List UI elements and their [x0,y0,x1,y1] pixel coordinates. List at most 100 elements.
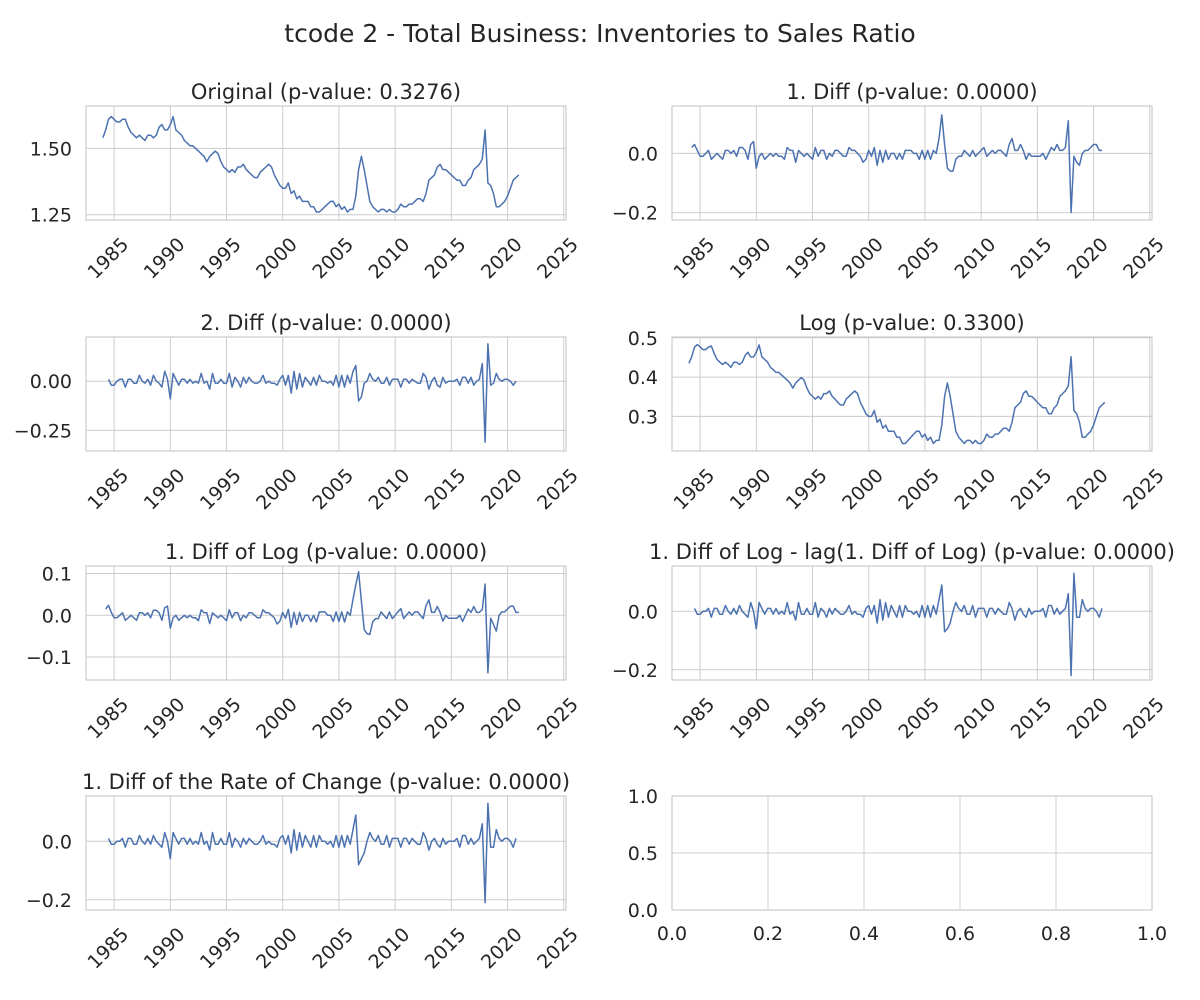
x-tick-label: 1985 [669,234,719,284]
x-tick-label: 1995 [196,234,246,284]
y-tick-label: 0.0 [42,605,72,627]
x-tick-label: 1995 [196,694,246,744]
x-tick-label: 2020 [1063,694,1113,744]
x-tick-label: 1990 [140,234,190,284]
y-tick-label: 0.3 [628,406,658,428]
x-tick-label: 2025 [533,234,583,284]
x-tick-label: 2010 [951,694,1001,744]
subplot-title: 1. Diff of Log - lag(1. Diff of Log) (p-… [649,540,1175,564]
x-tick-label: 2020 [477,234,527,284]
y-tick-label: 0.5 [628,843,658,865]
subplot-4: Log (p-value: 0.3300) 1985 1990 1995 2000 200… [628,311,1169,514]
axes-frame [671,795,1153,911]
subplot-title: 1. Diff (p-value: 0.0000) [786,80,1037,104]
x-tick-label: 1990 [140,694,190,744]
x-tick-label: 2015 [421,234,471,284]
x-tick-label: 0.0 [657,923,687,945]
x-tick-label: 1995 [782,234,832,284]
x-tick-label: 2015 [1007,465,1057,515]
x-tick-label: 2020 [1063,465,1113,515]
y-tick-label: 0.0 [628,601,658,623]
x-tick-label: 2020 [477,694,527,744]
x-tick-label: 2015 [421,924,471,974]
axes-frame [85,565,567,681]
series-line [693,572,1103,677]
x-tick-label: 1990 [726,465,776,515]
x-tick-label: 2005 [308,234,358,284]
y-tick-label: 0.0 [628,143,658,165]
y-tick-label: 0.00 [30,371,72,393]
x-tick-label: 2000 [838,234,888,284]
x-tick-label: 1990 [140,924,190,974]
x-tick-label: 0.4 [849,923,879,945]
y-tick-label: 0.0 [628,900,658,922]
figure-title: tcode 2 - Total Business: Inventories to… [284,19,915,48]
x-tick-label: 2025 [1119,465,1169,515]
y-tick-label: −0.2 [612,203,658,225]
x-tick-label: 2020 [1063,234,1113,284]
x-tick-label: 2020 [477,924,527,974]
x-tick-label: 2025 [1119,694,1169,744]
axes-frame [85,336,567,452]
x-tick-label: 2005 [308,694,358,744]
x-tick-label: 1990 [726,234,776,284]
y-tick-label: 0.0 [42,831,72,853]
x-tick-label: 2025 [533,924,583,974]
x-tick-label: 0.6 [945,923,975,945]
series-line [107,343,517,443]
y-tick-label: 1.25 [30,205,72,227]
subplot-title: 1. Diff of Log (p-value: 0.0000) [165,540,487,564]
axes-frame [671,565,1153,681]
x-tick-label: 1990 [140,465,190,515]
series-line [688,343,1106,445]
subplot-7: 1. Diff of the Rate of Change (p-value: … [26,770,583,973]
x-tick-label: 2010 [365,234,415,284]
x-tick-label: 0.2 [753,923,783,945]
x-tick-label: 2005 [308,924,358,974]
subplot-title: Original (p-value: 0.3276) [191,80,461,104]
subplot-5: 1. Diff of Log (p-value: 0.0000) 1985 1990… [26,540,583,743]
x-tick-label: 2025 [1119,234,1169,284]
x-tick-label: 1990 [726,694,776,744]
y-tick-label: 1.50 [30,138,72,160]
x-tick-label: 2025 [533,694,583,744]
x-tick-label: 1995 [782,465,832,515]
x-tick-label: 2015 [421,694,471,744]
x-tick-label: 2005 [894,465,944,515]
series-line [691,114,1102,214]
x-tick-label: 2020 [477,465,527,515]
x-tick-label: 2005 [894,234,944,284]
y-tick-label: 0.1 [42,564,72,586]
x-tick-label: 2000 [252,694,302,744]
x-tick-label: 1995 [196,465,246,515]
x-tick-label: 0.8 [1041,923,1071,945]
x-tick-label: 1985 [83,924,133,974]
x-tick-label: 2005 [308,465,358,515]
subplot-3: 2. Diff (p-value: 0.0000)1985 1990 1995 200… [14,311,583,514]
x-tick-label: 2000 [838,465,888,515]
y-tick-label: −0.2 [26,890,72,912]
subplot-2: 1. Diff (p-value: 0.0000)1985 1990 1995 200… [612,80,1169,283]
x-tick-label: 2000 [252,465,302,515]
x-tick-label: 1985 [669,694,719,744]
subplot-8: 0.0 0.2 0.4 0.6 0.8 1.0 0.0 0.5 1.0 [628,786,1167,945]
x-tick-label: 2015 [1007,234,1057,284]
x-tick-label: 2010 [365,694,415,744]
y-tick-label: −0.1 [26,647,72,669]
x-tick-label: 2025 [533,465,583,515]
y-tick-label: 1.0 [628,786,658,808]
x-tick-label: 1985 [83,234,133,284]
x-tick-label: 2015 [421,465,471,515]
x-tick-label: 2000 [252,234,302,284]
x-tick-label: 1995 [782,694,832,744]
y-tick-label: 0.4 [628,367,658,389]
x-tick-label: 2010 [951,234,1001,284]
subplot-1: Original (p-value: 0.3276)1985 1990 1995 20… [30,80,583,283]
x-tick-label: 2000 [838,694,888,744]
axes-frame [671,105,1153,221]
x-tick-label: 1985 [83,694,133,744]
series-line [107,802,517,904]
x-tick-label: 1985 [83,465,133,515]
series-line [102,115,520,213]
